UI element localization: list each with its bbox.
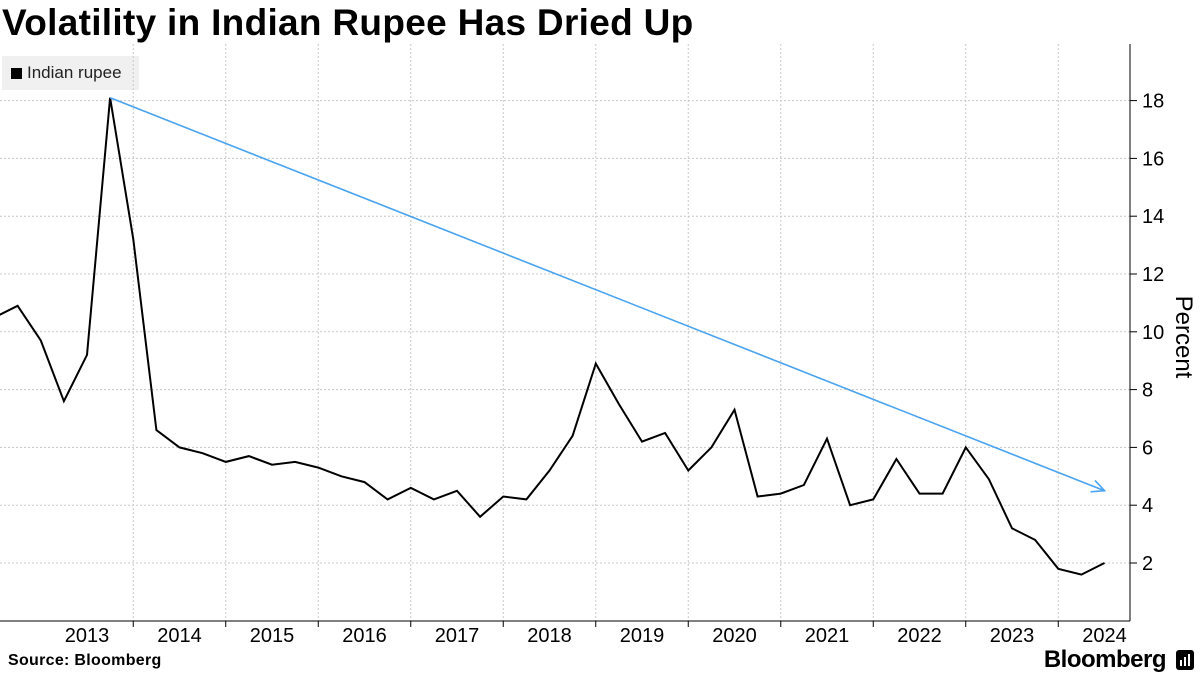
- x-tick-label: 2015: [250, 625, 295, 647]
- y-tick-label: 6: [1142, 437, 1153, 459]
- x-tick-label: 2018: [527, 625, 572, 647]
- legend-swatch: [11, 67, 22, 79]
- trend-arrow-line: [109, 96, 1105, 492]
- x-tick-label: 2013: [65, 625, 110, 647]
- legend: Indian rupee: [2, 56, 139, 90]
- y-axis-label: Percent: [1170, 296, 1197, 379]
- chart-title: Volatility in Indian Rupee Has Dried Up: [2, 2, 694, 43]
- y-tick-label: 8: [1142, 380, 1153, 402]
- x-tick-label: 2016: [342, 625, 387, 647]
- y-tick-label: 12: [1142, 264, 1164, 286]
- series-line-indian-rupee: [0, 97, 1105, 576]
- gridlines: [0, 44, 1130, 621]
- brand-logo-text: Bloomberg: [1043, 646, 1167, 673]
- y-tick-label: 14: [1142, 206, 1164, 228]
- x-tick-label: 2014: [157, 625, 202, 647]
- y-tick-label: 16: [1142, 148, 1164, 170]
- x-tick-label: 2024: [1082, 625, 1127, 647]
- x-tick-label: 2017: [435, 625, 480, 647]
- trend-arrow-head: [1090, 479, 1107, 493]
- y-tick-label: 4: [1142, 495, 1153, 517]
- y-axis: 2 4 6 8 10 12 14 16 18: [1129, 44, 1164, 621]
- x-axis: 2013 2014 2015 2016 2017 2018 2019 2020 2021 2022…: [0, 620, 1130, 647]
- bloomberg-terminal-icon: [1176, 650, 1194, 670]
- y-tick-label: 10: [1142, 322, 1164, 344]
- x-tick-label: 2019: [620, 625, 665, 647]
- x-tick-label: 2023: [990, 625, 1035, 647]
- source-note: Source: Bloomberg: [8, 652, 162, 669]
- series-layer: [0, 97, 1105, 576]
- x-tick-label: 2021: [805, 625, 850, 647]
- y-tick-label: 18: [1142, 91, 1164, 113]
- y-tick-label: 2: [1142, 553, 1153, 575]
- x-tick-label: 2020: [712, 625, 757, 647]
- annotation-layer: [109, 96, 1107, 493]
- x-tick-label: 2022: [897, 625, 942, 647]
- legend-label: Indian rupee: [27, 63, 122, 82]
